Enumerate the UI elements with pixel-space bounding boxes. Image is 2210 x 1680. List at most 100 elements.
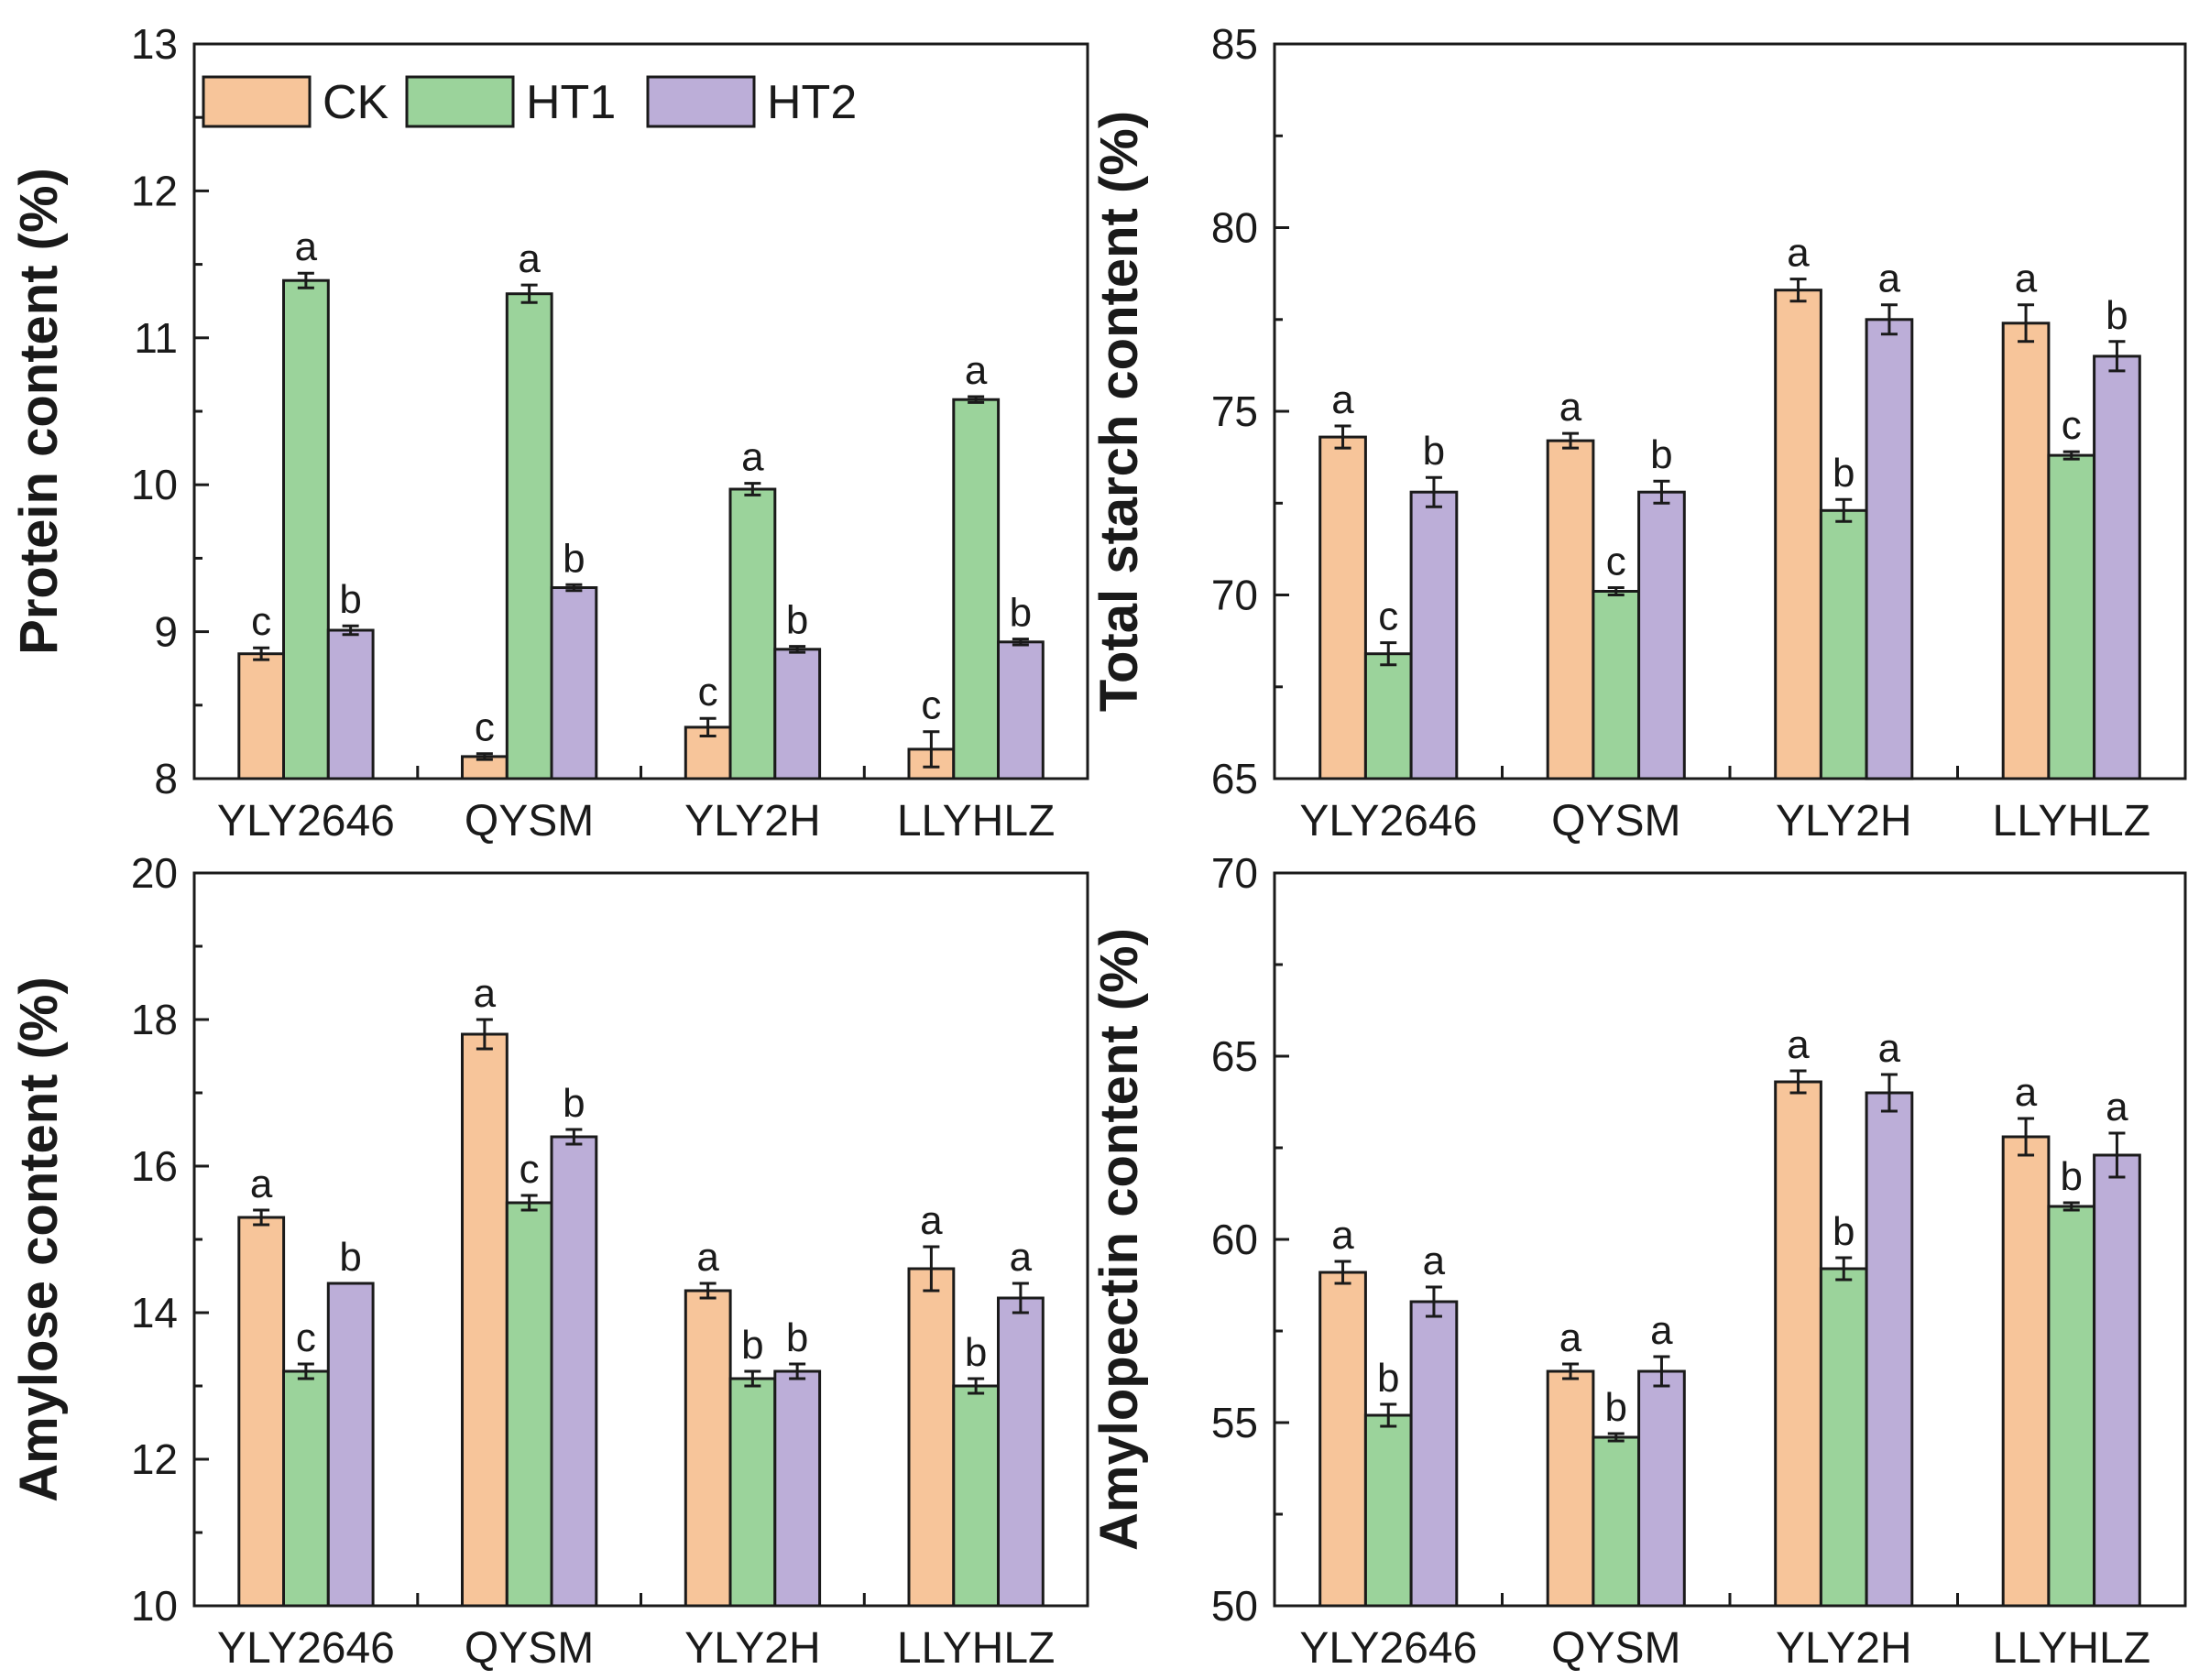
significance-letter: a <box>1010 1235 1033 1280</box>
x-tick-label: QYSM <box>1551 1624 1680 1673</box>
plot-frame <box>192 871 1089 1608</box>
legend-swatch-ht1 <box>405 75 515 128</box>
significance-letter: a <box>1878 1026 1901 1071</box>
bar-ck-llyhlz <box>2001 1135 2051 1608</box>
significance-letter: b <box>741 1323 763 1368</box>
x-tick-label: YLY2H <box>1776 1624 1912 1673</box>
y-tick-label: 11 <box>134 314 178 362</box>
y-tick-label: 13 <box>131 20 178 68</box>
bar-ht2-llyhlz <box>997 640 1045 780</box>
error-bar-ht1-qysm <box>520 283 538 304</box>
bar-ht2-yly2h <box>773 648 822 780</box>
error-bar-ck-yly2646 <box>253 646 270 661</box>
significance-letter: a <box>2015 1070 2038 1115</box>
bar-ck-yly2646 <box>237 1216 286 1608</box>
error-bar-ck-qysm <box>476 752 493 761</box>
bar-ht1-yly2h <box>1819 508 1868 780</box>
bar-ck-qysm <box>1546 1369 1595 1608</box>
error-bar-ck-yly2646 <box>1334 1260 1351 1285</box>
significance-letter: a <box>250 1162 273 1206</box>
significance-letter: b <box>2106 293 2128 338</box>
error-bar-ht2-qysm <box>1653 1355 1670 1388</box>
significance-letter: a <box>474 971 497 1016</box>
bar-ck-yly2646 <box>237 652 286 780</box>
significance-letter: c <box>296 1315 316 1360</box>
significance-letter: a <box>295 224 318 269</box>
error-bar-ht1-llyhlz <box>968 395 985 404</box>
significance-letter: b <box>1605 1385 1627 1430</box>
plot-frame <box>1273 42 2187 780</box>
significance-letter: b <box>1423 429 1445 474</box>
error-bar-ck-llyhlz <box>2018 303 2035 344</box>
significance-letter: c <box>921 683 941 728</box>
significance-letter: c <box>475 705 495 750</box>
bar-ht2-qysm <box>1637 1369 1686 1608</box>
y-tick-label: 12 <box>131 167 178 214</box>
y-tick-label: 20 <box>131 849 178 897</box>
error-bar-ht1-yly2646 <box>297 271 314 289</box>
significance-letter: c <box>1606 540 1626 584</box>
bar-ht1-qysm <box>1592 590 1641 780</box>
legend-label-ck: CK <box>323 76 389 129</box>
bar-ht1-yly2h <box>1819 1267 1868 1608</box>
error-bar-ck-yly2h <box>1789 278 1807 303</box>
significance-letter: b <box>339 577 361 622</box>
bar-ht1-qysm <box>505 292 553 780</box>
y-tick-label: 80 <box>1211 204 1258 252</box>
bar-ck-yly2646 <box>1318 1271 1367 1608</box>
significance-letter: b <box>965 1330 987 1375</box>
significance-letter: a <box>696 1235 719 1280</box>
x-tick-label: LLYHLZ <box>1993 797 2151 845</box>
significance-letter: a <box>518 236 541 281</box>
bar-ht1-yly2646 <box>1363 652 1413 780</box>
error-bar-ck-yly2646 <box>253 1208 270 1227</box>
error-bar-ht2-qysm <box>1653 479 1670 505</box>
x-tick-label: QYSM <box>465 1624 594 1673</box>
significance-letter: b <box>786 1315 808 1360</box>
significance-letter: c <box>251 599 271 644</box>
x-tick-label: YLY2646 <box>1299 797 1477 845</box>
x-tick-label: LLYHLZ <box>1993 1624 2151 1673</box>
bar-ck-yly2h <box>1774 1080 1822 1608</box>
y-tick-label: 8 <box>154 755 178 802</box>
y-axis-title: Total starch content (%) <box>1089 111 1149 712</box>
bar-ht2-yly2646 <box>1409 490 1459 780</box>
significance-letter: a <box>741 435 764 480</box>
bar-ht2-yly2646 <box>326 628 375 780</box>
error-bar-ck-yly2646 <box>1334 424 1351 450</box>
bar-ht1-yly2646 <box>282 1369 330 1608</box>
bar-ck-yly2h <box>1774 289 1822 780</box>
error-bar-ht1-llyhlz <box>2062 1201 2080 1212</box>
error-bar-ht1-yly2h <box>744 482 761 496</box>
y-tick-label: 55 <box>1211 1399 1258 1446</box>
bar-ht1-qysm <box>1592 1435 1641 1608</box>
legend-swatch-ht2 <box>646 75 756 128</box>
significance-letter: c <box>2062 403 2082 448</box>
significance-letter: a <box>1878 256 1901 301</box>
significance-letter: b <box>786 598 808 643</box>
x-tick-label: QYSM <box>1551 797 1680 845</box>
y-tick-label: 10 <box>131 1582 178 1630</box>
bar-ck-llyhlz <box>907 1267 956 1608</box>
y-tick-label: 65 <box>1211 755 1258 802</box>
significance-letter: a <box>920 1198 943 1243</box>
y-tick-label: 16 <box>131 1142 178 1190</box>
plot-frame <box>1273 871 2187 1608</box>
error-bar-ht1-yly2h <box>744 1369 761 1388</box>
significance-letter: a <box>2015 256 2038 301</box>
error-bar-ck-yly2h <box>699 716 717 737</box>
error-bar-ck-llyhlz <box>2018 1117 2035 1157</box>
bar-ht2-llyhlz <box>2093 1153 2141 1608</box>
error-bar-ck-llyhlz <box>923 1245 940 1293</box>
x-tick-label: YLY2H <box>1776 797 1912 845</box>
significance-letter: c <box>698 670 718 715</box>
error-bar-ht2-yly2h <box>789 645 806 654</box>
y-axis-title: Amylose content (%) <box>9 976 69 1502</box>
significance-letter: b <box>563 536 585 581</box>
error-bar-ht2-llyhlz <box>2108 1131 2126 1179</box>
bar-ht1-llyhlz <box>952 1384 1001 1608</box>
significance-letter: b <box>339 1235 361 1280</box>
bar-ht2-yly2h <box>1865 318 1914 780</box>
x-tick-label: QYSM <box>465 797 594 845</box>
significance-letter: a <box>1650 1308 1673 1353</box>
